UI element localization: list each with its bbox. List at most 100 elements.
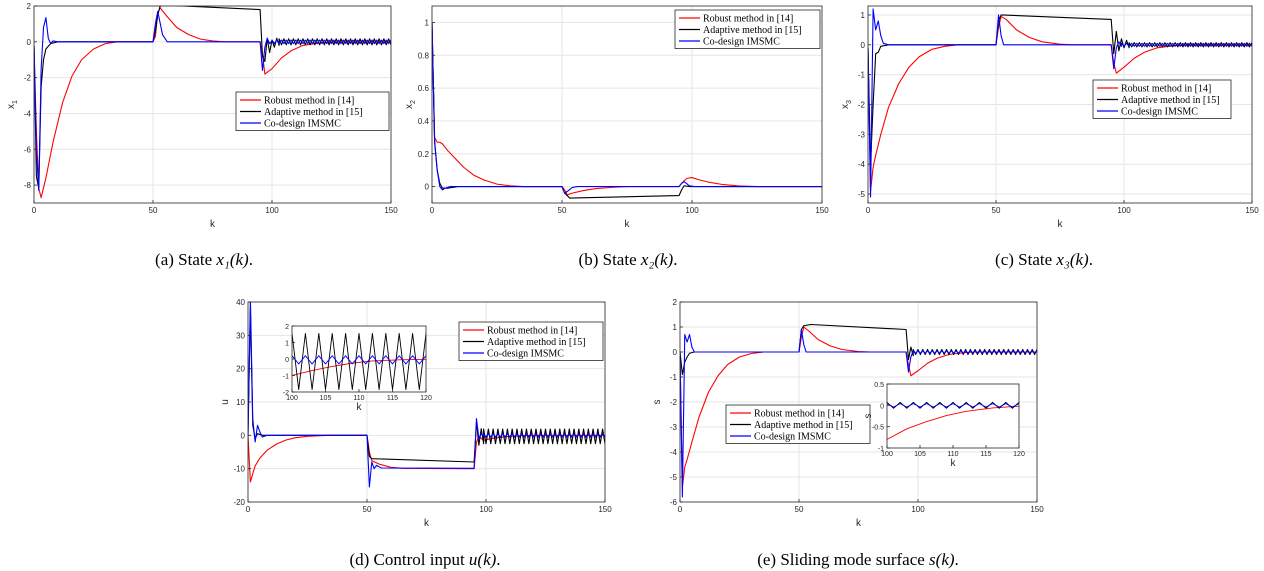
chart-e-ytick-label: -3 [670, 423, 678, 432]
chart-d-ylabel-main: u [220, 399, 231, 405]
chart-a-xtick-label: 50 [149, 206, 158, 215]
chart-e-xlabel: k [856, 518, 862, 529]
chart-e-inset-ylabel-main: s [863, 414, 874, 419]
chart-b-ytick-label: 0.6 [418, 84, 430, 93]
chart-a-ytick-label: -2 [24, 74, 32, 83]
chart-e-ytick-label: -5 [670, 473, 678, 482]
chart-b-xtick-label: 100 [685, 206, 699, 215]
chart-a-ylabel: x1 [6, 100, 19, 109]
chart-e-inset-ylabel: s [863, 414, 874, 419]
chart-d-inset-series-adaptive [292, 332, 426, 390]
chart-d-legend-label-robust: Robust method in [14] [487, 326, 577, 337]
chart-b-ylabel-main: x [404, 104, 415, 109]
chart-e-inset-ytick-label: 0 [880, 403, 884, 410]
chart-c-ylabel-main: x [840, 104, 851, 109]
chart-b-xtick-label: 150 [815, 206, 829, 215]
chart-d-ytick-label: 20 [236, 365, 245, 374]
chart-c-legend-label-codesign: Co-design IMSMC [1121, 107, 1198, 118]
chart-d-inset-xlabel: k [357, 402, 363, 413]
chart-d-ytick-label: 10 [236, 398, 245, 407]
chart-e-ytick-label: -6 [670, 498, 678, 507]
chart-e-inset: 100 105 110 115 120 0.5 0 -0.5 -1 k s [863, 382, 1025, 469]
chart-e-ytick-label: 2 [673, 298, 678, 307]
chart-b-caption: (b) State x₂(k). [579, 250, 678, 269]
chart-a-ytick-label: -6 [24, 145, 32, 154]
chart-c-caption-variable: x₃(k) [1055, 250, 1089, 269]
chart-c-xtick-label: 0 [866, 206, 871, 215]
chart-a-series-robust [34, 7, 391, 199]
chart-d-caption: (d) Control input u(k). [349, 550, 500, 569]
chart-c-series-codesign [868, 8, 1252, 198]
chart-a-ytick-label: 2 [27, 2, 32, 11]
chart-c-ylabel: x3 [840, 100, 853, 109]
chart-d-caption-prefix: (d) Control input [349, 550, 468, 569]
chart-b-ytick-label: 1 [425, 18, 430, 27]
chart-d-legend-label-codesign: Co-design IMSMC [487, 349, 564, 360]
chart-e-inset-xlabel: k [951, 458, 957, 469]
chart-d-inset-ytick-label: 0 [285, 357, 289, 364]
chart-d-caption-variable: u(k) [469, 550, 497, 569]
chart-a-frame [33, 5, 392, 204]
chart-c-caption-suffix: . [1089, 250, 1093, 269]
chart-b-legend-label-codesign: Co-design IMSMC [703, 37, 780, 48]
chart-d-ytick-label: -20 [233, 498, 245, 507]
chart-b-caption-suffix: . [673, 250, 677, 269]
chart-a-legend-label-adaptive: Adaptive method in [15] [264, 107, 363, 118]
chart-d-inset-ytick-label: 1 [285, 341, 289, 348]
chart-a-caption-suffix: . [249, 250, 253, 269]
chart-b-xtick-label: 0 [430, 206, 435, 215]
chart-e-legend-label-codesign: Co-design IMSMC [754, 432, 831, 443]
chart-d-inset-ytick-label: 2 [285, 324, 289, 331]
chart-d-xtick-label: 100 [479, 505, 493, 514]
chart-c-ytick-label: -2 [858, 101, 866, 110]
chart-e-inset-series-codesign [887, 403, 1019, 408]
chart-b-ytick-label: 0 [425, 183, 430, 192]
chart-a-ylabel-main: x [6, 104, 17, 109]
chart-e-xtick-label: 50 [795, 505, 804, 514]
chart-d-inset-xtick-label: 100 [286, 395, 298, 402]
chart-a-ytick-label: -4 [24, 109, 32, 118]
chart-e-inset-xtick-label: 105 [914, 451, 926, 458]
chart-b-ytick-label: 0.2 [418, 150, 430, 159]
chart-d-ytick-label: -10 [233, 465, 245, 474]
chart-a-xtick-label: 100 [265, 206, 279, 215]
chart-b-xlabel: k [625, 219, 631, 230]
chart-c-xtick-label: 50 [992, 206, 1001, 215]
chart-e-inset-xtick-label: 115 [980, 451, 991, 458]
chart-c-ytick-label: -5 [858, 190, 866, 199]
chart-e-legend-label-robust: Robust method in [14] [754, 409, 844, 420]
chart-d-caption-suffix: . [496, 550, 500, 569]
chart-e-ytick-label: -1 [670, 373, 678, 382]
chart-c-xtick-label: 150 [1245, 206, 1259, 215]
chart-b-caption-prefix: (b) State [579, 250, 641, 269]
chart-c-legend-box [1092, 79, 1232, 119]
chart-a-caption-variable: x₁(k) [215, 250, 249, 269]
chart-e-ytick-label: -4 [670, 448, 678, 457]
chart-a-series-codesign [34, 10, 391, 192]
chart-e-caption: (e) Sliding mode surface s(k). [757, 550, 959, 569]
chart-d-xtick-label: 0 [246, 505, 251, 514]
chart-e-inset-ytick-label: -1 [878, 446, 884, 453]
chart-e-panel: 0 50 100 150 2 1 0 -1 -2 -3 -4 -5 -6 k s Robust method … [652, 298, 1044, 569]
chart-c-series-adaptive [868, 14, 1252, 165]
chart-e-inset-ytick-label: 0.5 [874, 382, 884, 389]
chart-c-ytick-label: -1 [858, 71, 866, 80]
chart-d-inset-xtick-label: 110 [353, 395, 364, 402]
chart-d-inset-xtick-label: 115 [387, 395, 398, 402]
chart-d-inset-series-codesign [292, 355, 426, 365]
chart-c-caption-prefix: (c) State [995, 250, 1056, 269]
chart-b-legend-label-robust: Robust method in [14] [703, 14, 793, 25]
chart-e-inset-xtick-label: 120 [1013, 451, 1025, 458]
chart-a-xlabel: k [210, 219, 216, 230]
chart-a-xtick-label: 0 [32, 206, 37, 215]
chart-d-ytick-label: 40 [236, 298, 245, 307]
chart-c-xlabel: k [1058, 219, 1064, 230]
chart-d-xtick-label: 150 [598, 505, 612, 514]
chart-b-caption-variable: x₂(k) [640, 250, 674, 269]
chart-c-ylabel-sub: 3 [846, 100, 853, 104]
chart-b-ylabel: x2 [404, 100, 417, 109]
chart-e-caption-suffix: . [955, 550, 959, 569]
chart-e-ytick-label: -2 [670, 398, 678, 407]
chart-e-inset-ytick-label: -0.5 [872, 425, 884, 432]
chart-e-series-codesign [680, 328, 1037, 498]
